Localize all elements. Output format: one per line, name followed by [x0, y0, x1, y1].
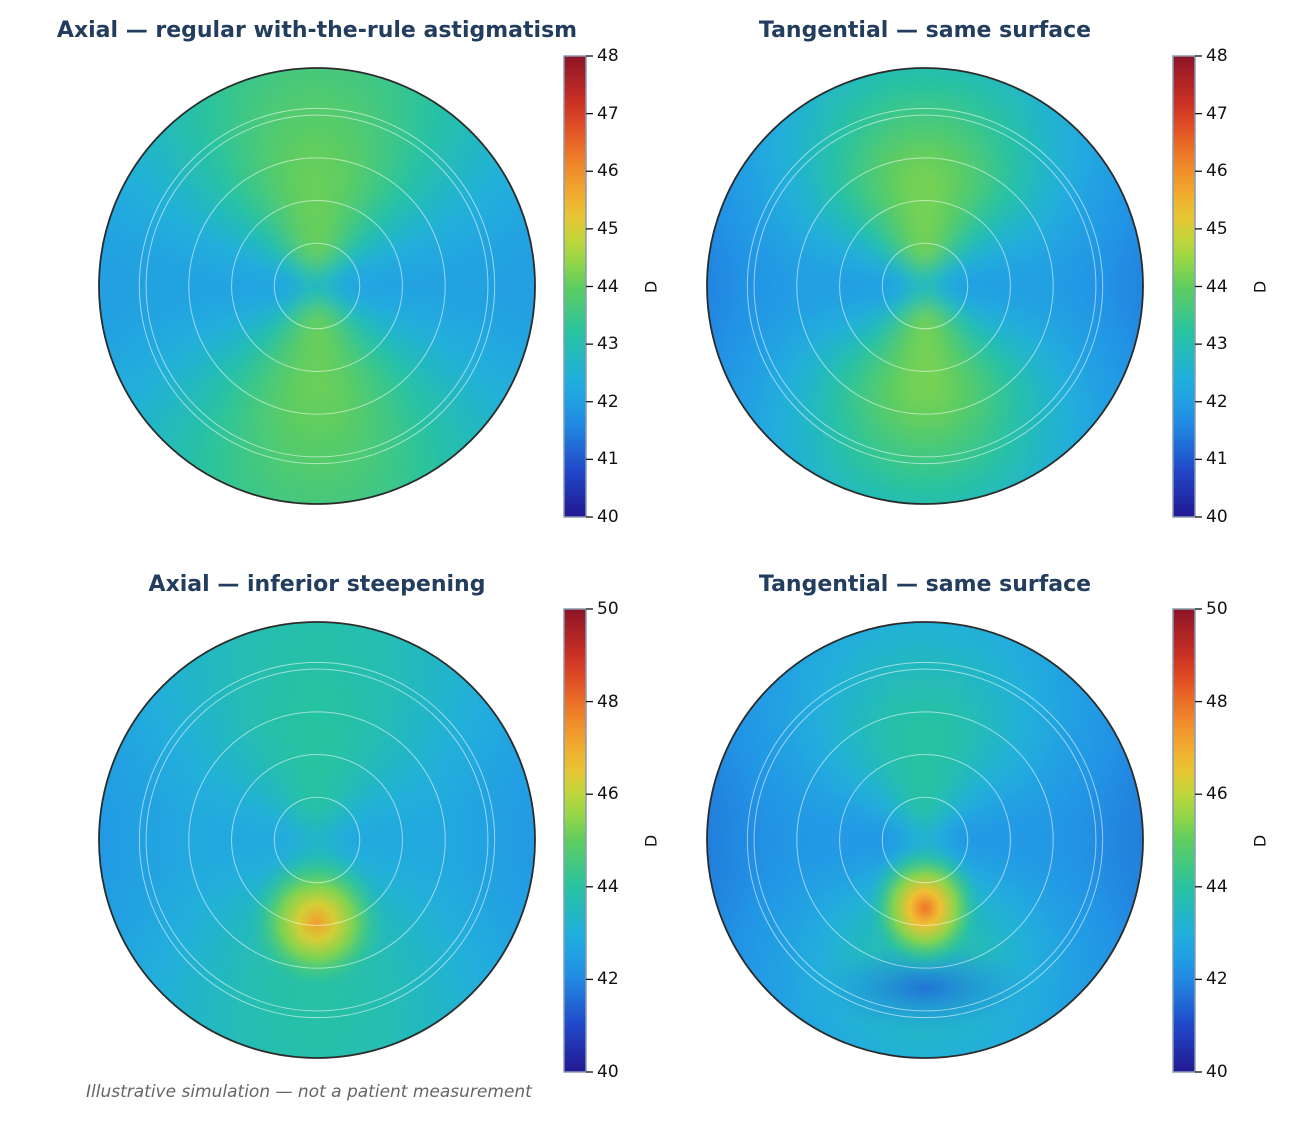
colorbar-tick-label: 42	[597, 969, 619, 990]
colorbar-tick-label: 48	[1206, 691, 1228, 712]
colorbar-tick-label: 47	[597, 103, 619, 124]
colorbar-tick-label: 43	[1206, 334, 1228, 355]
colorbar-tick-label: 40	[1206, 507, 1228, 527]
colorbar-tick-label: 41	[1206, 449, 1228, 470]
colorbar-tick-label: 44	[597, 276, 619, 297]
colorbar-tick-label: 40	[1206, 1062, 1228, 1082]
footnote: Illustrative simulation — not a patient …	[86, 1082, 532, 1102]
colorbar-tick-label: 46	[597, 161, 619, 182]
colorbar-tick-label: 50	[597, 599, 619, 619]
colorbar-tick-label: 48	[597, 691, 619, 712]
colorbar-tick-label: 50	[1206, 599, 1228, 619]
colorbar-tick-label: 47	[1206, 103, 1228, 124]
colorbar-tick-label: 46	[1206, 784, 1228, 805]
colorbar-tick-label: 48	[1206, 46, 1228, 66]
panel-title: Tangential — same surface	[758, 18, 1092, 43]
colorbar-tick-label: 40	[597, 507, 619, 527]
colorbar-tick-label: 42	[597, 391, 619, 412]
colorbar-tick-label: 40	[597, 1062, 619, 1082]
colorbar-tick-label: 44	[1206, 876, 1228, 897]
colorbar-tick-label: 42	[1206, 969, 1228, 990]
colorbar-tick-label: 41	[597, 449, 619, 470]
colorbar-tick-label: 44	[1206, 276, 1228, 297]
panel-title: Axial — regular with-the-rule astigmatis…	[56, 18, 578, 43]
colorbar-tick-label: 42	[1206, 391, 1228, 412]
colorbar-tick-label: 46	[1206, 161, 1228, 182]
colorbar-tick-label: 44	[597, 876, 619, 897]
panel-title: Axial — inferior steepening	[148, 572, 486, 597]
colorbar-label: D	[1250, 834, 1270, 848]
colorbar-tick-label: 48	[597, 46, 619, 66]
colorbar-tick-label: 45	[597, 218, 619, 239]
colorbar-tick-label: 45	[1206, 218, 1228, 239]
colorbar-tick-label: 46	[597, 784, 619, 805]
colorbar-tick-label: 43	[597, 334, 619, 355]
panel-title: Tangential — same surface	[758, 572, 1092, 597]
